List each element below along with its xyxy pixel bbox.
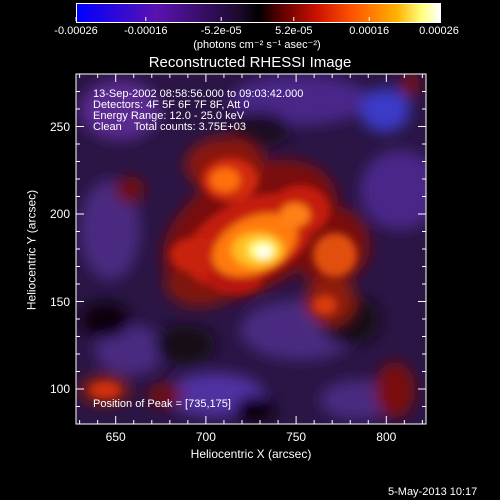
- x-tick-label: 650: [105, 430, 126, 444]
- colorbar-tick-label: -0.00026: [54, 25, 98, 37]
- colorbar-ticks: [75, 17, 440, 21]
- time-range-text: 13-Sep-2002 08:58:56.000 to 09:03:42.000: [93, 88, 304, 100]
- footer-date: 5-May-2013 10:17: [388, 486, 478, 498]
- y-axis-label: Heliocentric Y (arcsec): [24, 189, 39, 311]
- y-tick-label: 100: [49, 382, 70, 396]
- energy-range-text: Energy Range: 12.0 - 25.0 keV: [93, 110, 245, 122]
- y-tick-label: 250: [49, 119, 70, 134]
- colorbar-tick-label: 0.00016: [349, 25, 390, 37]
- x-axis-label: Heliocentric X (arcsec): [190, 447, 312, 461]
- colorbar-tick-label: 0.00026: [419, 25, 459, 37]
- axis-ticks: [76, 73, 426, 424]
- colorbar: [76, 3, 441, 23]
- x-tick-label: 800: [376, 430, 397, 444]
- detectors-text: Detectors: 4F 5F 6F 7F 8F, Att 0: [93, 99, 250, 111]
- x-tick-label: 750: [286, 430, 307, 444]
- y-tick-label: 200: [49, 207, 70, 221]
- chart-title: Reconstructed RHESSI Image: [148, 54, 352, 71]
- peak-position-text: Position of Peak = [735,175]: [93, 398, 231, 410]
- x-tick-label: 700: [195, 430, 216, 444]
- heatmap-image: [76, 74, 426, 424]
- colorbar-tick-label: 5.2e-05: [275, 25, 313, 37]
- y-tick-label: 150: [49, 294, 70, 309]
- clean-counts-text: Clean Total counts: 3.75E+03: [93, 121, 246, 133]
- colorbar-tick-label: -0.00016: [124, 25, 168, 37]
- colorbar-tick-label: -5.2e-05: [200, 25, 242, 37]
- colorbar-unit-label: (photons cm⁻² s⁻¹ asec⁻²): [193, 39, 321, 51]
